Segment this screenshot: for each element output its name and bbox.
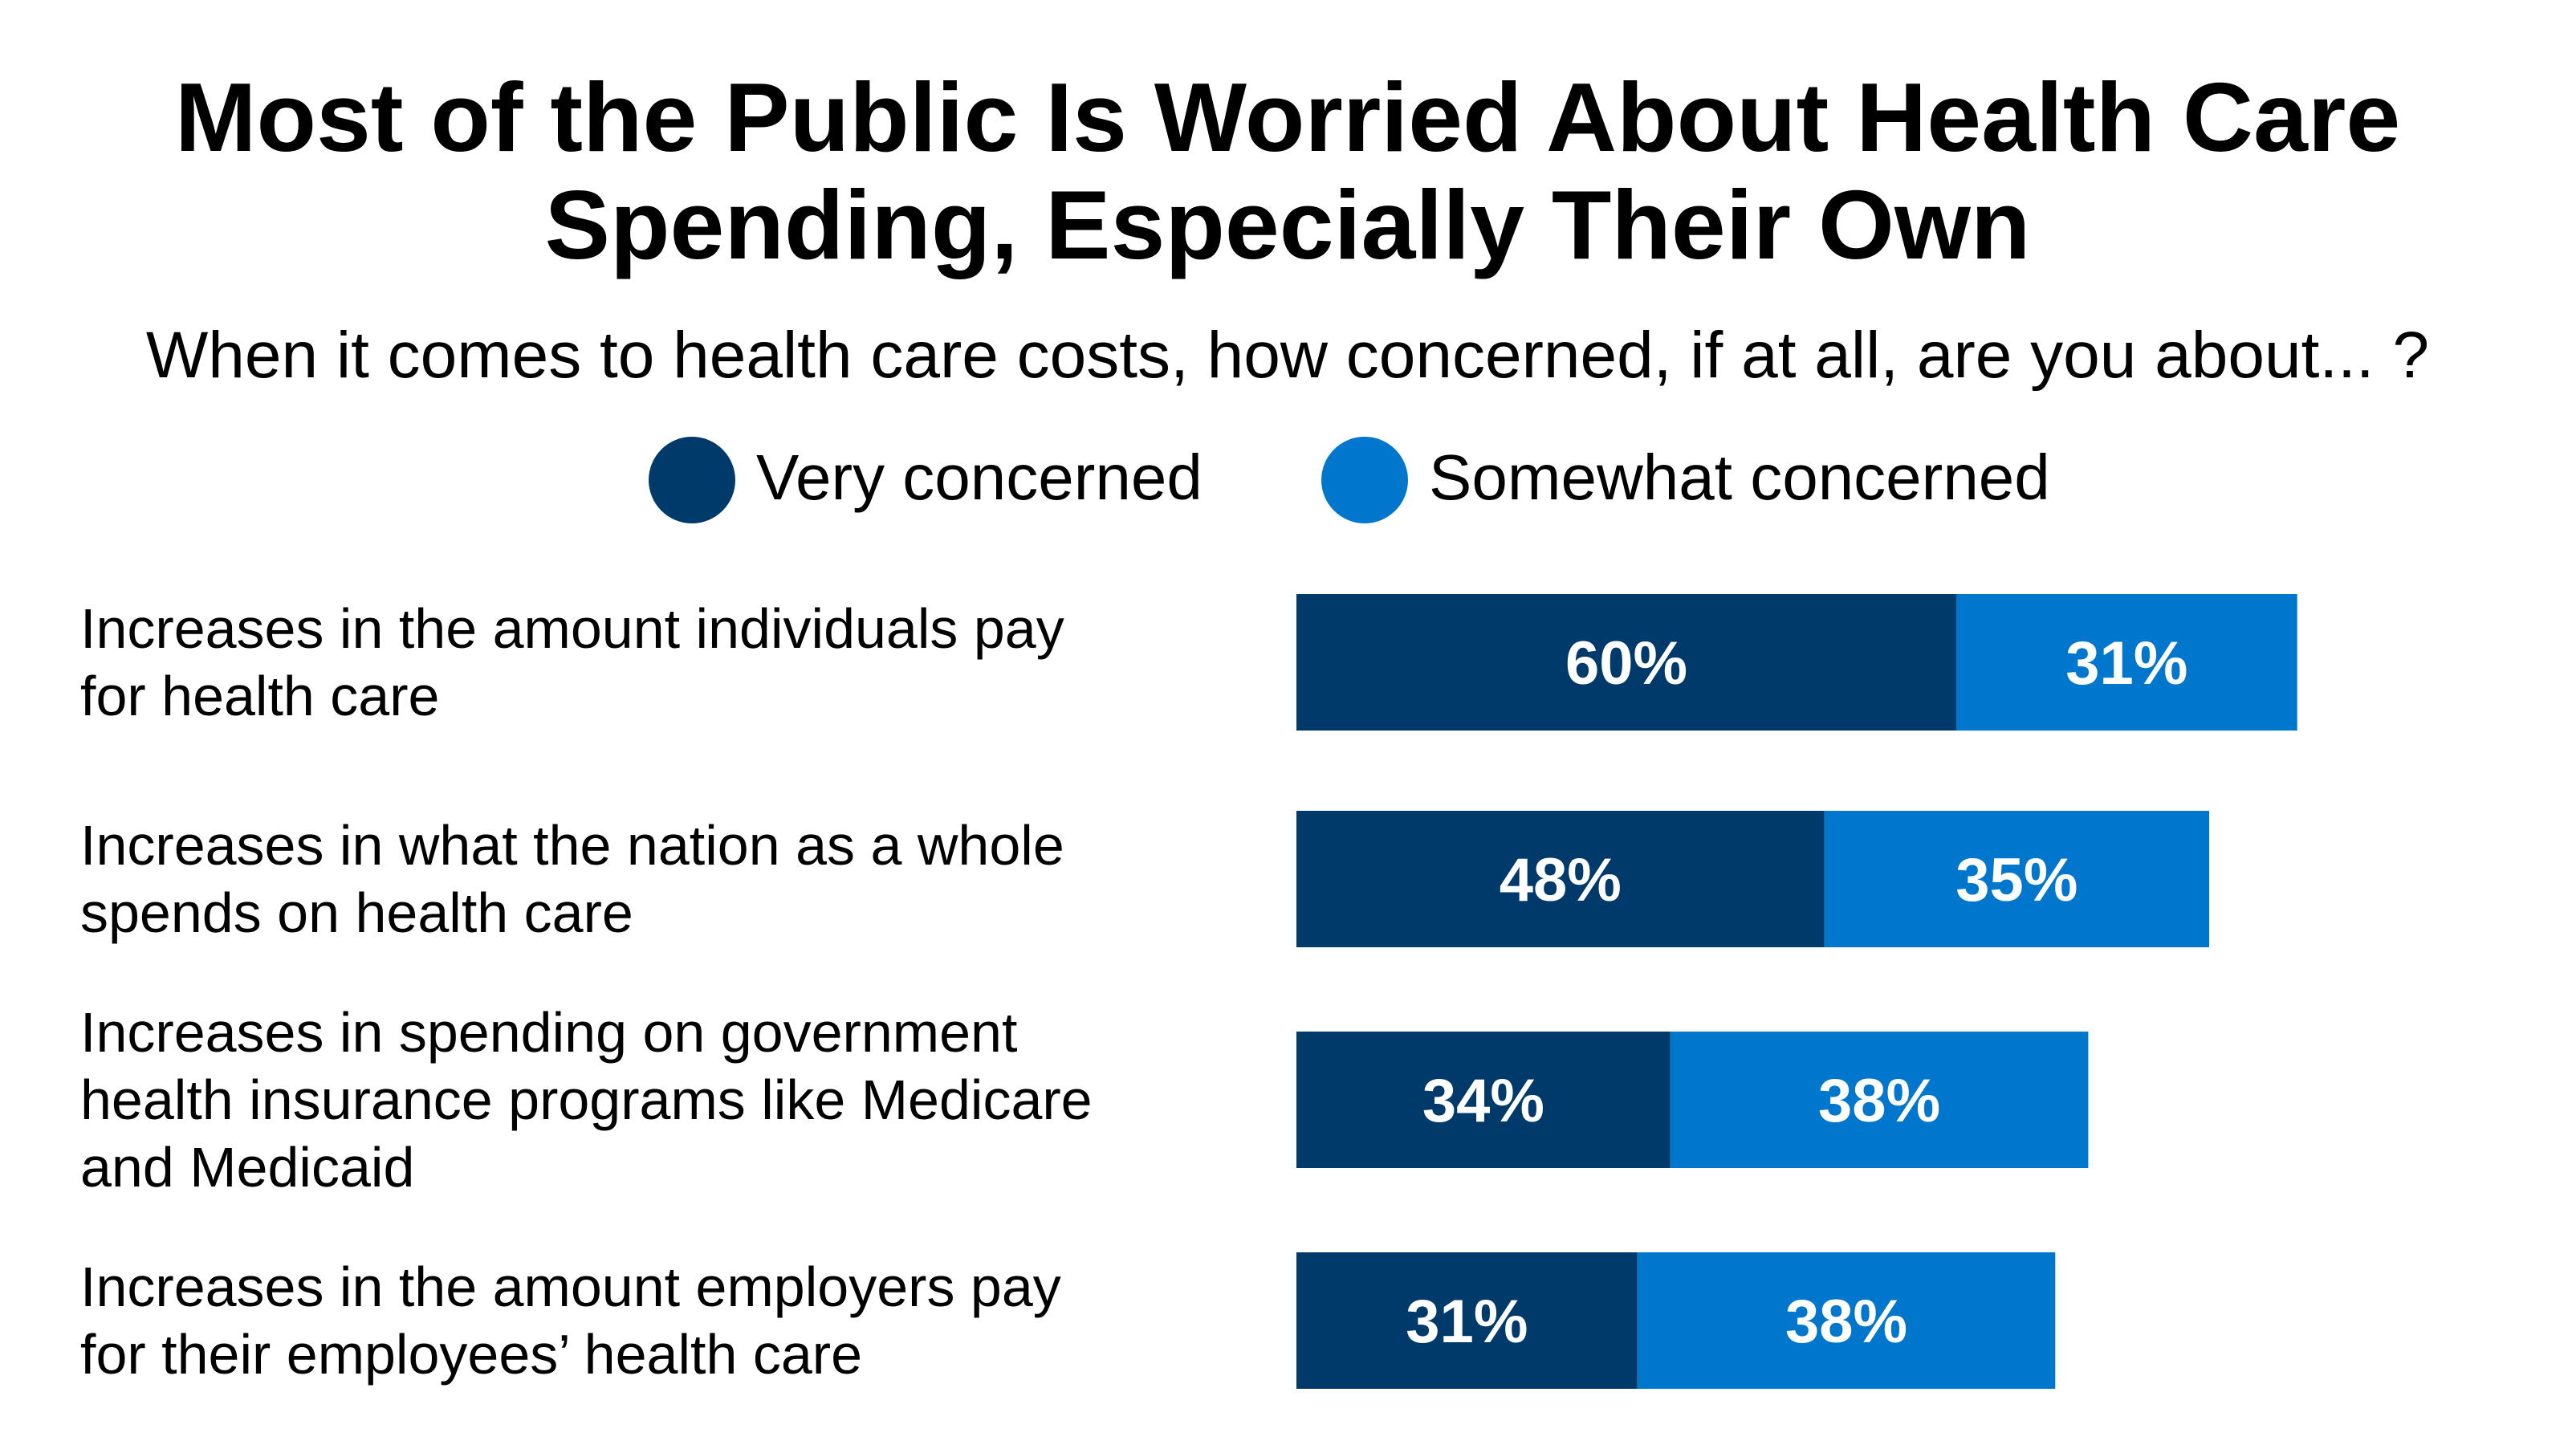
bar-somewhat-concerned-3 [1670,1032,2089,1168]
bar-very-concerned-2 [1296,811,1825,947]
bar-very-concerned-4 [1296,1252,1638,1389]
value-labels: 60% 31% 48% 35% 34% 38% 31% 38% [1406,629,2187,1356]
category-labels: Increases in the amount individuals payf… [80,597,1093,1386]
category-label-2-line-2: spends on health care [80,881,633,944]
bar-very-concerned-3 [1296,1032,1671,1168]
legend-swatch-somewhat-concerned [1321,437,1408,523]
bar-somewhat-concerned-4 [1637,1252,2056,1389]
bar-somewhat-concerned-2 [1824,811,2210,947]
legend-swatch-very-concerned [649,437,735,523]
value-label-somewhat-concerned-3: 38% [1818,1067,1940,1135]
category-label-1-line-2: for health care [80,665,439,727]
category-label-1-line-1: Increases in the amount individuals pay [80,597,1064,660]
legend-label-very-concerned: Very concerned [756,442,1203,513]
chart-title-line-2: Spending, Especially Their Own [545,170,2031,279]
value-label-somewhat-concerned-2: 35% [1955,846,2077,914]
chart-title-line-1: Most of the Public Is Worried About Heal… [175,63,2400,172]
category-label-3-line-2: health insurance programs like Medicare [80,1068,1093,1131]
bars [1296,594,2297,1389]
legend: Very concerned Somewhat concerned [649,437,2050,523]
category-label-4-line-2: for their employees’ health care [80,1323,862,1386]
value-label-somewhat-concerned-1: 31% [2065,629,2187,698]
value-label-very-concerned-4: 31% [1406,1288,1528,1356]
value-label-somewhat-concerned-4: 38% [1785,1288,1907,1356]
bar-very-concerned-1 [1296,594,1956,731]
value-label-very-concerned-2: 48% [1500,846,1622,914]
value-label-very-concerned-1: 60% [1565,629,1687,698]
category-label-3-line-3: and Medicaid [80,1136,414,1199]
legend-label-somewhat-concerned: Somewhat concerned [1429,442,2050,513]
bar-somewhat-concerned-1 [1956,594,2297,731]
value-label-very-concerned-3: 34% [1422,1067,1544,1135]
chart-subtitle: When it comes to health care costs, how … [146,319,2429,392]
category-label-3-line-1: Increases in spending on government [80,1001,1017,1064]
category-label-4-line-1: Increases in the amount employers pay [80,1256,1061,1318]
category-label-2-line-1: Increases in what the nation as a whole [80,814,1064,877]
